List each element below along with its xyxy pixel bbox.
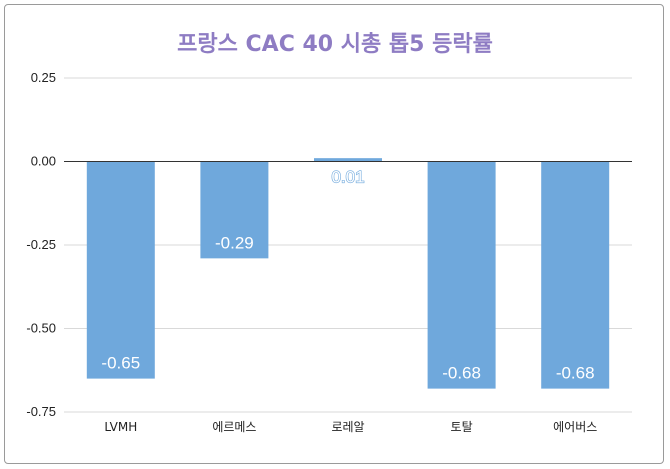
- x-category-label: LVMH: [104, 420, 137, 434]
- bar: [86, 161, 155, 379]
- x-category-label: 로레알: [331, 420, 364, 434]
- bars: [86, 158, 610, 389]
- chart-title: 프랑스 CAC 40 시총 톱5 등락률: [177, 32, 493, 57]
- bar: [427, 161, 496, 389]
- x-category-label: 에어버스: [553, 420, 597, 434]
- gridlines: [64, 77, 632, 413]
- data-label: -0.29: [215, 233, 254, 252]
- y-tick-label: -0.25: [26, 237, 56, 252]
- data-labels: -0.65 -0.29 0.01 -0.68 -0.68: [101, 167, 595, 383]
- data-label: -0.68: [442, 364, 481, 383]
- bar: [541, 161, 610, 389]
- y-tick-label: 0.00: [31, 154, 56, 169]
- bar: [314, 158, 382, 162]
- x-category-label: 토탈: [451, 420, 473, 434]
- y-axis-ticks: 0.25 0.00 -0.25 -0.50 -0.75: [26, 70, 56, 419]
- y-tick-label: -0.75: [26, 404, 56, 419]
- data-label: -0.68: [556, 364, 595, 383]
- data-label: 0.01: [331, 168, 364, 187]
- x-axis-categories: LVMH 에르메스 로레알 토탈 에어버스: [104, 420, 597, 434]
- x-category-label: 에르메스: [212, 420, 256, 434]
- y-tick-label: -0.50: [26, 321, 56, 336]
- y-tick-label: 0.25: [31, 70, 56, 85]
- bar: [200, 161, 269, 259]
- data-label: -0.65: [101, 354, 140, 373]
